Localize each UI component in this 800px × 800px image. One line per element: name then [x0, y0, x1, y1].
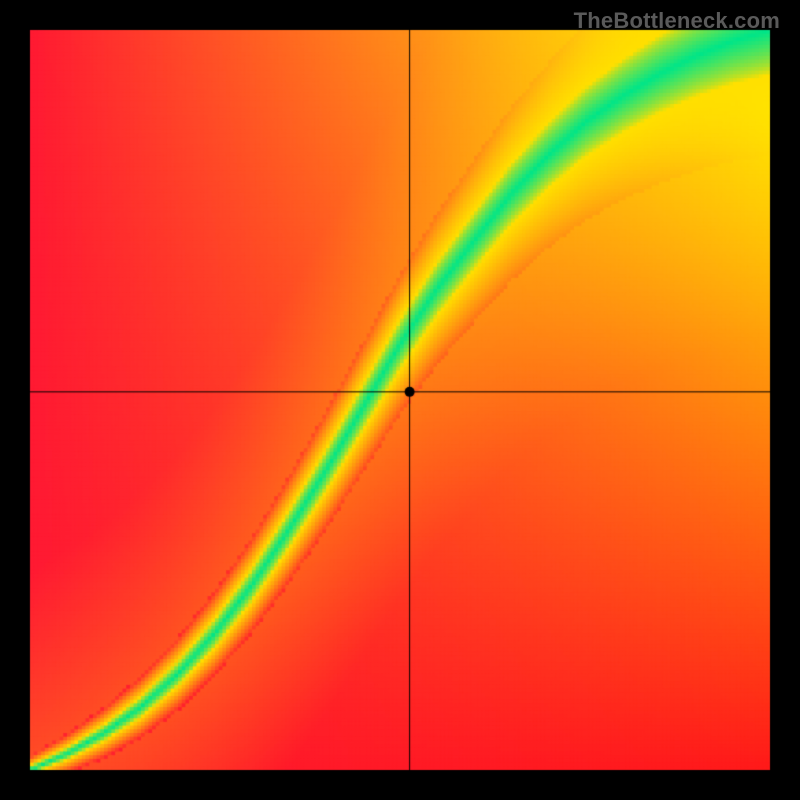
bottleneck-heatmap: [0, 0, 800, 800]
chart-container: TheBottleneck.com: [0, 0, 800, 800]
watermark-text: TheBottleneck.com: [574, 8, 780, 34]
